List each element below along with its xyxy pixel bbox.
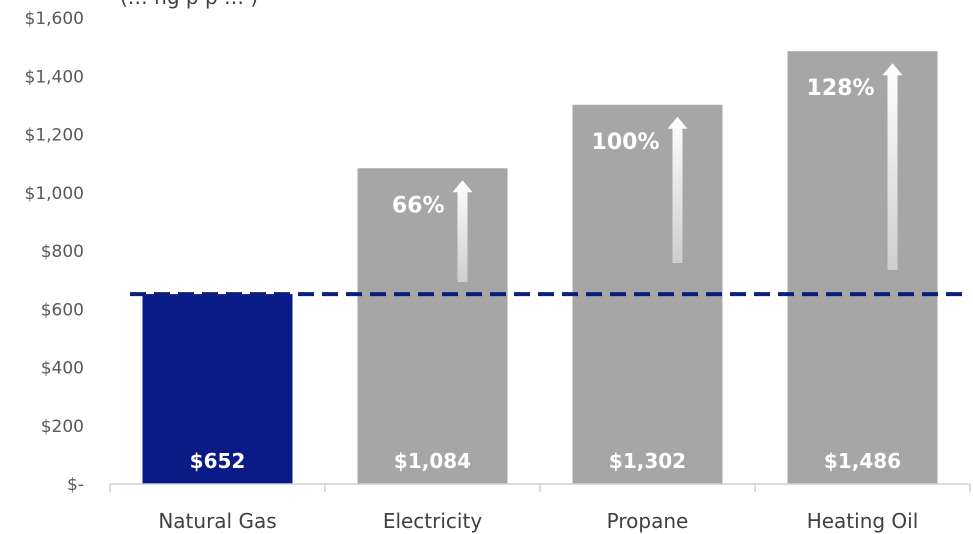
bars: $652 $1,084 $1,302 $1,486 bbox=[142, 51, 938, 484]
increase-percent-label: 100% bbox=[592, 130, 660, 155]
category-label: Heating Oil bbox=[807, 509, 919, 533]
y-tick-label: $1,000 bbox=[25, 184, 84, 204]
x-axis: Natural Gas Electricity Propane Heating Oil bbox=[109, 483, 971, 533]
y-tick-label: $200 bbox=[41, 417, 84, 437]
category-label: Natural Gas bbox=[158, 509, 276, 533]
bar-3 bbox=[787, 51, 938, 484]
category-label: Electricity bbox=[383, 509, 483, 533]
bar-value-label: $1,486 bbox=[824, 449, 901, 473]
bar-1 bbox=[357, 168, 508, 484]
increase-percent-label: 128% bbox=[807, 76, 875, 101]
bar-0 bbox=[142, 294, 293, 484]
y-tick-label: $- bbox=[67, 475, 84, 495]
y-tick-label: $800 bbox=[41, 242, 84, 262]
y-axis: $- $200 $400 $600 $800 $1,000 $1,200 $1,400 $1,6… bbox=[25, 9, 84, 495]
increase-arrows: 66% 100% 128% bbox=[392, 63, 903, 282]
bar-value-label: $652 bbox=[190, 449, 246, 473]
chart-title-fragment: (… ng p p … ) bbox=[120, 0, 258, 9]
up-arrow-icon bbox=[452, 180, 473, 282]
y-tick-label: $1,600 bbox=[25, 9, 84, 29]
up-arrow-icon bbox=[882, 63, 903, 270]
category-label: Propane bbox=[607, 509, 689, 533]
y-tick-label: $1,400 bbox=[25, 67, 84, 87]
bar-value-label: $1,084 bbox=[394, 449, 471, 473]
up-arrow-icon bbox=[667, 116, 688, 263]
y-tick-label: $400 bbox=[41, 359, 84, 379]
bar-value-label: $1,302 bbox=[609, 449, 686, 473]
increase-percent-label: 66% bbox=[392, 193, 445, 218]
y-tick-label: $1,200 bbox=[25, 126, 84, 146]
y-tick-label: $600 bbox=[41, 300, 84, 320]
